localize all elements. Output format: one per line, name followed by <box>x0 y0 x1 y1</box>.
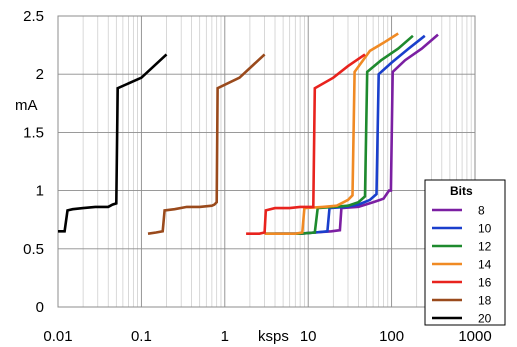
y-tick-label: 1 <box>36 183 44 200</box>
plot-border <box>57 15 476 308</box>
x-tick-label: 1 <box>221 328 229 345</box>
legend: Bits 8 10 12 14 16 18 20 <box>424 179 506 326</box>
series-line-18-bits <box>147 53 266 235</box>
legend-box <box>424 179 506 326</box>
series-line-20-bits <box>58 53 168 233</box>
y-tick-label: 2 <box>36 66 44 83</box>
plot-area-frame <box>57 15 476 308</box>
x-tick-label: 0.01 <box>43 328 72 345</box>
series-line-14-bits <box>264 32 399 235</box>
legend-label-16: 16 <box>478 276 492 290</box>
legend-label-12: 12 <box>478 240 492 254</box>
series-lines <box>58 32 439 235</box>
legend-label-8: 8 <box>478 204 485 218</box>
legend-title: Bits <box>450 184 473 198</box>
y-axis-title: mA <box>15 97 38 114</box>
x-tick-labels: 0.01 0.1 1 10 100 1000 <box>43 328 491 345</box>
y-tick-label: 2.5 <box>23 8 44 25</box>
y-tick-label: 0.5 <box>23 241 44 258</box>
y-tick-labels: 0 0.5 1 1.5 2 2.5 <box>23 8 44 316</box>
y-tick-label: 0 <box>36 299 44 316</box>
x-tick-label: 100 <box>379 328 404 345</box>
x-axis-title: ksps <box>258 328 289 345</box>
x-tick-label: 1000 <box>458 328 491 345</box>
legend-entries: 8 10 12 14 16 18 20 <box>432 204 492 326</box>
y-tick-label: 1.5 <box>23 124 44 141</box>
legend-label-18: 18 <box>478 294 492 308</box>
legend-label-14: 14 <box>478 258 492 272</box>
x-tick-label: 10 <box>300 328 317 345</box>
x-tick-label: 0.1 <box>131 328 152 345</box>
legend-label-10: 10 <box>478 222 492 236</box>
series-line-12-bits <box>264 34 414 235</box>
series-line-16-bits <box>246 53 366 235</box>
legend-label-20: 20 <box>478 312 492 326</box>
major-gridlines <box>57 15 476 308</box>
